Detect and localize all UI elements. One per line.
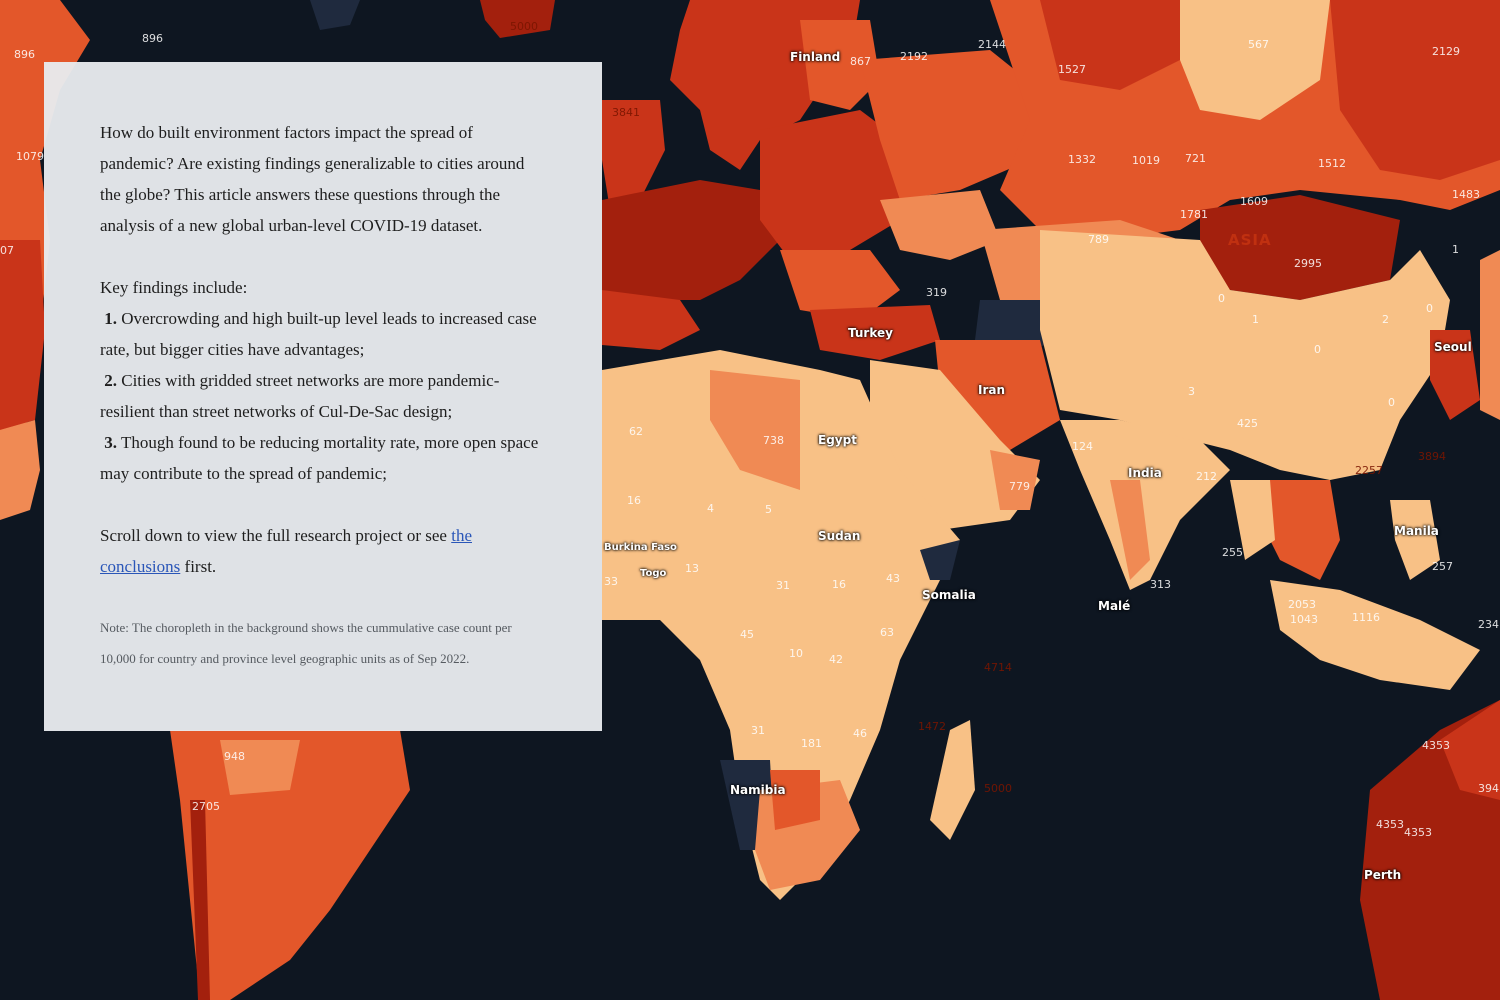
region-ukraine[interactable] [880,190,1000,260]
region-chile[interactable] [190,800,210,1000]
region-japan-islands[interactable] [1480,250,1500,420]
finding-text: Cities with gridded street networks are … [100,371,500,421]
region-us-east[interactable] [0,240,45,430]
scroll-text-after: first. [184,557,217,576]
findings-heading: Key findings include: [100,278,248,297]
region-western-europe[interactable] [602,180,780,300]
finding-number: 1. [104,309,117,328]
finding-number: 3. [104,433,117,452]
region-oman[interactable] [990,450,1040,510]
region-australia-east[interactable] [1440,700,1500,800]
region-libya[interactable] [710,370,800,490]
spacer [100,241,546,272]
region-india-west[interactable] [1110,480,1150,580]
intro-panel: How do built environment factors impact … [44,62,602,731]
region-south-asia[interactable] [1060,420,1230,590]
region-philippines[interactable] [1390,500,1440,580]
region-indochina[interactable] [1260,480,1340,580]
region-eastern-europe[interactable] [860,50,1040,200]
spacer [100,489,546,520]
region-turkey[interactable] [810,305,940,360]
region-iceland[interactable] [480,0,555,38]
region-greenland[interactable] [310,0,360,30]
scroll-text-before: Scroll down to view the full research pr… [100,526,447,545]
region-mexico[interactable] [0,420,40,520]
region-uk[interactable] [602,100,665,210]
region-russia-northwest[interactable] [1040,0,1180,90]
region-bolivia[interactable] [220,740,300,795]
region-somalia[interactable] [920,540,960,580]
map-note: Note: The choropleth in the background s… [100,620,512,666]
finding-item: 2. Cities with gridded street networks a… [100,365,546,427]
region-madagascar[interactable] [930,720,975,840]
conclusions-link[interactable]: the conclusions [100,526,472,576]
region-russia-north[interactable] [1180,0,1330,120]
region-central-europe[interactable] [760,110,900,260]
region-korea-japan[interactable] [1430,330,1480,420]
region-china[interactable] [1040,230,1450,480]
finding-text: Overcrowding and high built-up level lea… [100,309,537,359]
finding-text: Though found to be reducing mortality ra… [100,433,539,483]
finding-number: 2. [104,371,117,390]
region-thailand[interactable] [1230,480,1275,560]
intro-question: How do built environment factors impact … [100,123,525,235]
region-malaysia-indonesia[interactable] [1270,580,1480,690]
region-mongolia[interactable] [1200,195,1400,300]
scroll-instruction: Scroll down to view the full research pr… [100,520,546,582]
region-balkans[interactable] [780,250,900,320]
region-africa[interactable] [602,350,960,900]
region-siberia-east[interactable] [1330,0,1500,180]
region-finland[interactable] [800,20,880,110]
finding-item: 1. Overcrowding and high built-up level … [100,303,546,365]
finding-item: 3. Though found to be reducing mortality… [100,427,546,489]
region-iberia[interactable] [602,290,700,350]
region-south-america[interactable] [170,730,410,1000]
region-botswana[interactable] [770,770,820,830]
